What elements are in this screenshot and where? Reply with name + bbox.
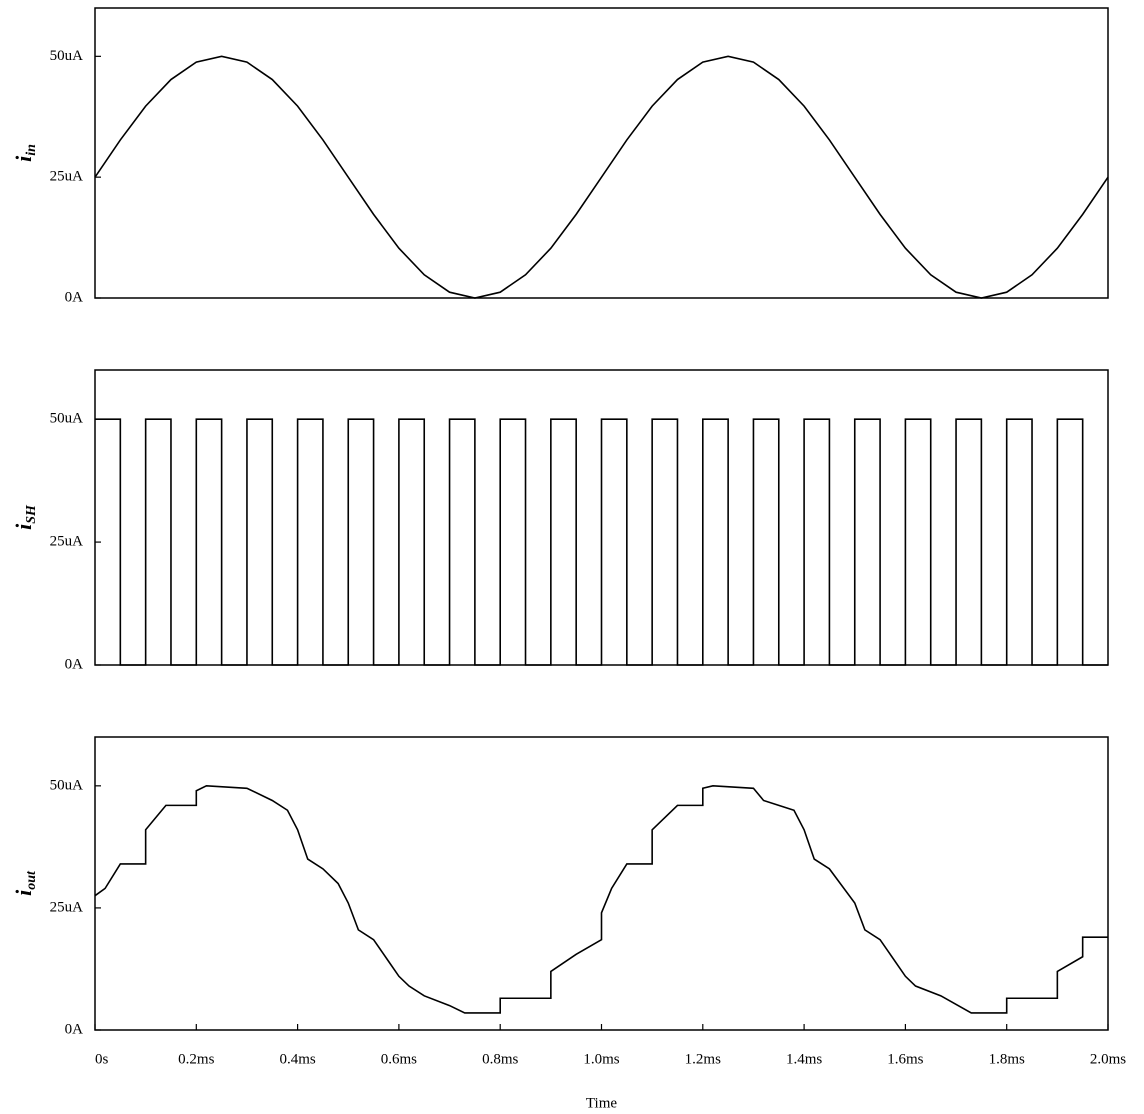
plot-frame: [94, 7, 1109, 299]
y-axis-label: iin: [11, 144, 39, 162]
y-tick-label: 50uA: [50, 411, 84, 427]
line: [94, 55, 1109, 299]
y-tick-label: 0A: [65, 289, 84, 305]
plot-frame: [94, 736, 1109, 1031]
x-axis-label: Time: [586, 1095, 617, 1111]
y-tick-label: 0A: [65, 1021, 84, 1037]
line: [94, 785, 1108, 1014]
y-axis-label: iout: [11, 870, 39, 896]
x-tick-label: 0.2ms: [178, 1051, 214, 1067]
y-axis-label-main: i: [11, 523, 36, 530]
y-axis-label: iSH: [11, 504, 39, 530]
y-tick-label: 50uA: [50, 777, 84, 793]
x-tick-label: 1.6ms: [887, 1051, 923, 1067]
x-tick-label: 2.0ms: [1090, 1051, 1126, 1067]
y-tick-label: 25uA: [50, 169, 84, 185]
y-tick-label: 0A: [65, 656, 84, 672]
y-tick-label: 25uA: [50, 534, 84, 550]
x-tick-label: 0.8ms: [482, 1051, 518, 1067]
x-tick-label: 1.0ms: [583, 1051, 619, 1067]
y-axis-label-main: i: [11, 889, 36, 896]
y-axis-label-sub: out: [24, 870, 39, 890]
y-tick-label: 25uA: [50, 899, 84, 915]
y-axis-label-sub: SH: [24, 504, 39, 524]
x-tick-label: 0s: [95, 1051, 109, 1067]
line: [95, 418, 1108, 666]
y-tick-label: 50uA: [50, 48, 84, 64]
x-tick-label: 0.6ms: [381, 1051, 417, 1067]
x-tick-label: 1.8ms: [989, 1051, 1025, 1067]
x-tick-label: 0.4ms: [279, 1051, 315, 1067]
y-axis-label-sub: in: [24, 144, 39, 156]
y-axis-label-main: i: [11, 155, 36, 162]
x-tick-label: 1.4ms: [786, 1051, 822, 1067]
x-tick-label: 1.2ms: [685, 1051, 721, 1067]
